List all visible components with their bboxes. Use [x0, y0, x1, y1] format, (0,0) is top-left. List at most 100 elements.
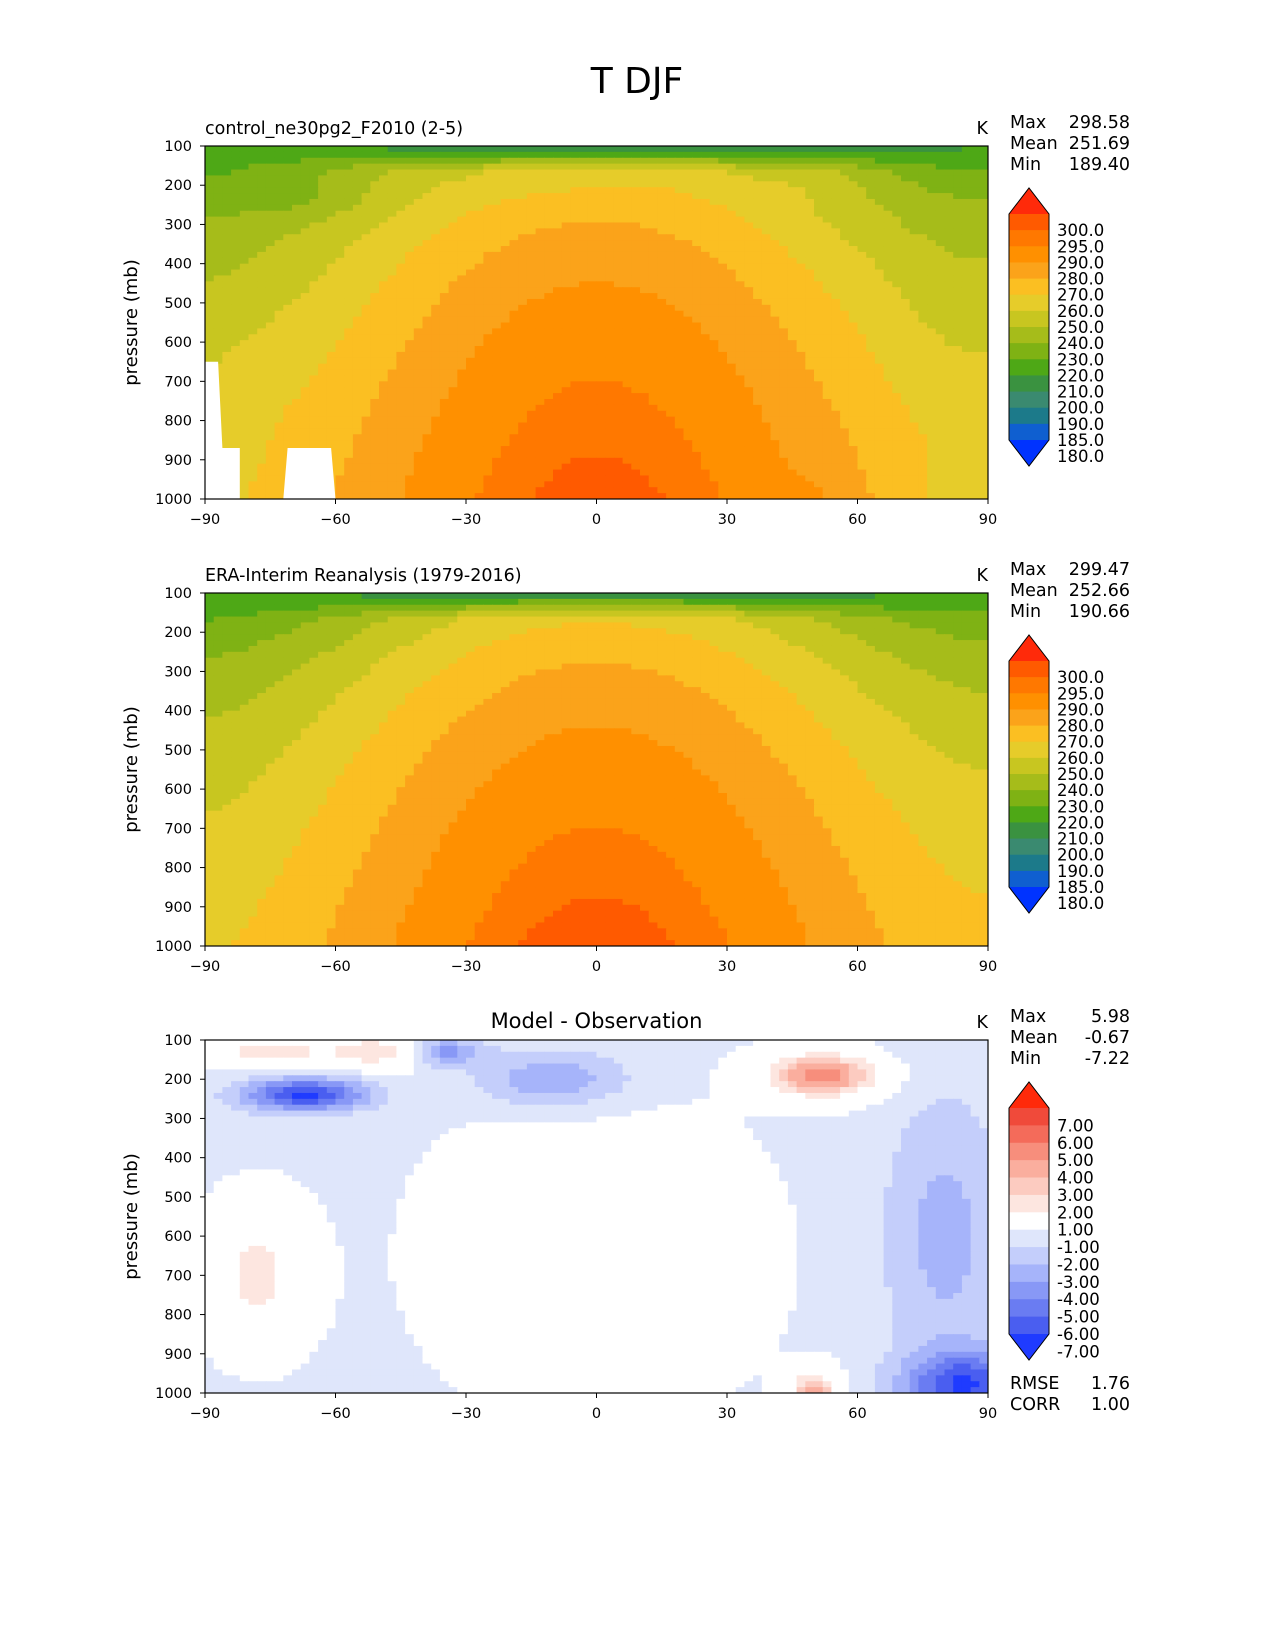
colorbar-segment: [1009, 262, 1049, 280]
colorbar-label: 280.0: [1057, 270, 1104, 289]
colorbar-segment: [1009, 725, 1049, 743]
stat-label: RMSE: [1010, 1374, 1059, 1394]
colorbar-label: 290.0: [1057, 253, 1104, 272]
colorbar-label: 1.00: [1057, 1221, 1094, 1240]
colorbar-segment: [1009, 1212, 1049, 1231]
x-tick-label: −30: [451, 1406, 482, 1422]
colorbar-label: 185.0: [1057, 878, 1104, 897]
y-tick-label: 1000: [155, 939, 192, 955]
colorbar-label: 260.0: [1057, 749, 1104, 768]
colorbar-label: 240.0: [1057, 334, 1104, 353]
x-tick-label: 30: [718, 959, 736, 975]
colorbar-segment: [1009, 310, 1049, 328]
x-tick-label: −90: [190, 512, 221, 528]
colorbar-label: 250.0: [1057, 765, 1104, 784]
x-tick-label: 90: [979, 1406, 997, 1422]
colorbar-segment: [1009, 230, 1049, 247]
colorbar-extend-min: [1009, 440, 1049, 466]
stat-value: 5.98: [1091, 1007, 1130, 1027]
stat-label: Mean: [1010, 1028, 1058, 1048]
y-tick-label: 200: [164, 625, 192, 641]
y-tick-label: 500: [164, 296, 192, 312]
x-tick-label: −30: [451, 512, 482, 528]
y-tick-label: 300: [164, 1111, 192, 1127]
colorbar-segment: [1009, 359, 1049, 376]
colorbar-extend-min: [1009, 887, 1049, 913]
stat-label: Max: [1010, 560, 1046, 580]
stat-value: 252.66: [1069, 581, 1130, 601]
x-tick-label: 90: [979, 512, 997, 528]
units-label: K: [977, 566, 989, 586]
colorbar-label: -7.00: [1057, 1342, 1100, 1361]
y-tick-label: 600: [164, 1229, 192, 1245]
colorbar-segment: [1009, 214, 1049, 231]
stat-value: 190.66: [1069, 602, 1130, 622]
colorbar-label: 4.00: [1057, 1169, 1094, 1188]
colorbar-outline: [1008, 187, 1050, 467]
y-tick-label: 400: [164, 257, 192, 273]
colorbar-extend-max: [1009, 1082, 1049, 1108]
colorbar-segment: [1009, 1247, 1049, 1265]
x-tick-label: 90: [979, 959, 997, 975]
colorbar-label: 270.0: [1057, 733, 1104, 752]
y-tick-label: 400: [164, 1151, 192, 1167]
x-tick-label: 30: [718, 512, 736, 528]
missing-region: [205, 361, 240, 499]
colorbar-label: 190.0: [1057, 862, 1104, 881]
colorbar-label: -5.00: [1057, 1308, 1100, 1327]
x-tick-label: −60: [320, 1406, 351, 1422]
colorbar-label: 295.0: [1057, 684, 1104, 703]
y-tick-label: 800: [164, 1308, 192, 1324]
y-axis-label: pressure (mb): [121, 706, 142, 832]
colorbar-label: 180.0: [1057, 894, 1104, 913]
y-tick-label: 900: [164, 1347, 192, 1363]
y-tick-label: 800: [164, 861, 192, 877]
colorbar-label: 300.0: [1057, 221, 1104, 240]
colorbar-segment: [1009, 870, 1049, 888]
colorbar-segment: [1009, 1229, 1049, 1248]
y-tick-label: 700: [164, 821, 192, 837]
stat-value: -7.22: [1085, 1049, 1130, 1069]
stat-label: Min: [1010, 1049, 1041, 1069]
colorbar-segment: [1009, 1316, 1049, 1335]
x-tick-label: −90: [190, 1406, 221, 1422]
colorbar-label: 220.0: [1057, 813, 1104, 832]
colorbar-segment: [1009, 854, 1049, 872]
colorbar-outline: [1008, 1081, 1050, 1361]
y-tick-label: 900: [164, 453, 192, 469]
colorbar-segment: [1009, 1177, 1049, 1196]
colorbar-segment: [1009, 1108, 1049, 1126]
colorbar-label: 3.00: [1057, 1186, 1094, 1205]
colorbar-label: 200.0: [1057, 846, 1104, 865]
colorbar-segment: [1009, 822, 1049, 840]
stat-value: -0.67: [1085, 1028, 1130, 1048]
stat-label: Min: [1010, 602, 1041, 622]
stat-value: 298.58: [1069, 113, 1130, 133]
colorbar-label: 300.0: [1057, 668, 1104, 687]
colorbar-label: 250.0: [1057, 318, 1104, 337]
x-tick-label: 0: [592, 959, 601, 975]
colorbar-label: 240.0: [1057, 781, 1104, 800]
y-tick-label: 1000: [155, 492, 192, 508]
y-tick-label: 200: [164, 1072, 192, 1088]
y-tick-label: 100: [164, 139, 192, 155]
panel-title: Model - Observation: [491, 1009, 703, 1033]
x-tick-label: 30: [718, 1406, 736, 1422]
colorbar-segment: [1009, 407, 1049, 425]
y-tick-label: 900: [164, 900, 192, 916]
colorbar-segment: [1009, 1281, 1049, 1300]
y-tick-label: 300: [164, 217, 192, 233]
y-tick-label: 500: [164, 1190, 192, 1206]
colorbar-label: 260.0: [1057, 302, 1104, 321]
colorbar-label: 6.00: [1057, 1134, 1094, 1153]
contour-field: [205, 593, 988, 946]
y-tick-label: 100: [164, 1033, 192, 1049]
colorbar-segment: [1009, 375, 1049, 393]
x-tick-label: −30: [451, 959, 482, 975]
y-tick-label: 1000: [155, 1386, 192, 1402]
colorbar-label: 295.0: [1057, 237, 1104, 256]
colorbar-segment: [1009, 1142, 1049, 1161]
